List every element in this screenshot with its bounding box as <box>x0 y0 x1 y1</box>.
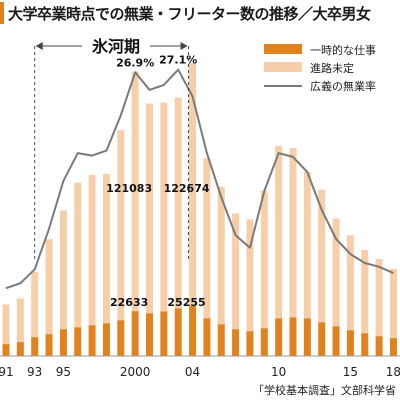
bar-not-decided-2013 <box>318 189 326 323</box>
bar-not-decided-1997 <box>88 174 96 326</box>
bar-temp-job-2009 <box>260 328 268 356</box>
bar-temp-job-2007 <box>232 329 240 356</box>
x-tick-label-93: 93 <box>27 365 42 379</box>
x-tick-label-2000: 2000 <box>120 365 151 379</box>
legend-label-temp-job: 一時的な仕事 <box>310 44 376 57</box>
bar-temp-job-1997 <box>88 325 96 356</box>
legend-label-rate-line: 広義の無業率 <box>310 80 376 93</box>
bar-temp-job-2013 <box>318 322 326 356</box>
bar-temp-job-2008 <box>246 331 254 356</box>
bar-not-decided-2006 <box>217 186 225 325</box>
data-label-bar-2004: 122674 <box>164 182 210 195</box>
bar-not-decided-2003 <box>174 97 182 309</box>
bars-layer <box>2 63 397 356</box>
bar-temp-job-2001 <box>146 313 153 356</box>
bar-temp-job-1999 <box>117 320 125 356</box>
bar-temp-job-2011 <box>289 317 297 356</box>
bar-temp-job-2003 <box>174 308 182 356</box>
bar-not-decided-1991 <box>2 304 10 345</box>
bar-temp-job-1992 <box>16 342 24 356</box>
bar-not-decided-2001 <box>146 103 153 314</box>
bar-not-decided-1999 <box>117 130 125 321</box>
chart-title: 大学卒業時点での無業・フリーター数の推移／大卒男女 <box>8 5 371 23</box>
x-tick-label-95: 95 <box>56 365 71 379</box>
bar-not-decided-2002 <box>160 102 168 312</box>
bar-not-decided-2017 <box>375 258 383 337</box>
source-note: 「学校基本調査」文部科学省 <box>253 384 396 397</box>
bar-temp-job-2012 <box>303 318 311 356</box>
bar-temp-job-2005 <box>203 318 211 356</box>
x-tick-label-15: 15 <box>343 365 358 379</box>
data-label-bar-2000: 121083 <box>106 182 152 195</box>
bar-not-decided-1998 <box>102 173 110 324</box>
bar-temp-job-1993 <box>31 337 39 356</box>
bar-not-decided-1992 <box>16 298 24 343</box>
bar-temp-job-2015 <box>346 330 354 356</box>
title-bar: 大学卒業時点での無業・フリーター数の推移／大卒男女 <box>0 0 400 26</box>
bar-not-decided-2005 <box>203 158 211 319</box>
bar-not-decided-2018 <box>389 268 397 339</box>
bar-temp-job-1994 <box>45 334 53 356</box>
data-label-temp-2004: 25255 <box>167 296 205 309</box>
bar-temp-job-2016 <box>361 333 369 356</box>
bar-not-decided-2008 <box>246 219 254 332</box>
bar-not-decided-2000 <box>131 71 139 312</box>
series-line-rate <box>5 68 394 290</box>
bar-not-decided-2014 <box>332 218 340 327</box>
bar-temp-job-1996 <box>74 327 82 356</box>
bar-temp-job-2014 <box>332 326 340 356</box>
bar-not-decided-2016 <box>361 250 369 334</box>
bar-not-decided-2004 <box>189 63 197 306</box>
bar-not-decided-1994 <box>45 239 53 335</box>
bar-temp-job-2017 <box>375 336 383 356</box>
ice-age-arrow-left-head <box>35 42 43 50</box>
line-layer <box>5 68 394 290</box>
data-label-temp-2000: 22633 <box>110 296 148 309</box>
bar-temp-job-2004 <box>189 305 197 356</box>
bar-temp-job-1991 <box>2 344 10 356</box>
x-tick-label-91: 91 <box>0 365 14 379</box>
x-tick-label-18: 18 <box>386 365 400 379</box>
bar-not-decided-2007 <box>232 213 240 330</box>
ice-age-label: 氷河期 <box>92 37 140 56</box>
bar-temp-job-1998 <box>102 323 110 356</box>
bar-not-decided-2012 <box>303 171 311 319</box>
bar-not-decided-2011 <box>289 148 297 318</box>
axis-layer: 91 93 95 2000 04 10 15 18 <box>0 355 400 379</box>
bar-not-decided-1993 <box>31 271 39 338</box>
bar-temp-job-2018 <box>389 338 397 356</box>
ice-age-arrow-right-head <box>180 42 188 50</box>
legend-swatch-temp-job <box>264 44 302 54</box>
bar-temp-job-2002 <box>160 311 168 356</box>
bar-temp-job-2006 <box>217 324 225 356</box>
x-tick-label-10: 10 <box>271 365 286 379</box>
bar-temp-job-1995 <box>59 329 67 356</box>
bar-not-decided-1996 <box>74 182 82 328</box>
title-accent-mark <box>0 2 4 24</box>
data-label-line-2000: 26.9% <box>116 56 154 69</box>
data-label-line-2003: 27.1% <box>159 54 197 67</box>
bar-not-decided-2009 <box>260 190 268 329</box>
bar-temp-job-2010 <box>275 318 283 356</box>
bar-not-decided-1995 <box>59 210 67 330</box>
legend-label-not-decided: 進路未定 <box>310 62 354 75</box>
legend-swatch-not-decided <box>264 62 302 72</box>
bar-not-decided-2015 <box>346 235 354 331</box>
bar-temp-job-2000 <box>131 311 139 356</box>
x-tick-label-04: 04 <box>185 365 200 379</box>
bar-not-decided-2010 <box>275 146 283 319</box>
legend-swatch-rate-line <box>264 85 302 87</box>
